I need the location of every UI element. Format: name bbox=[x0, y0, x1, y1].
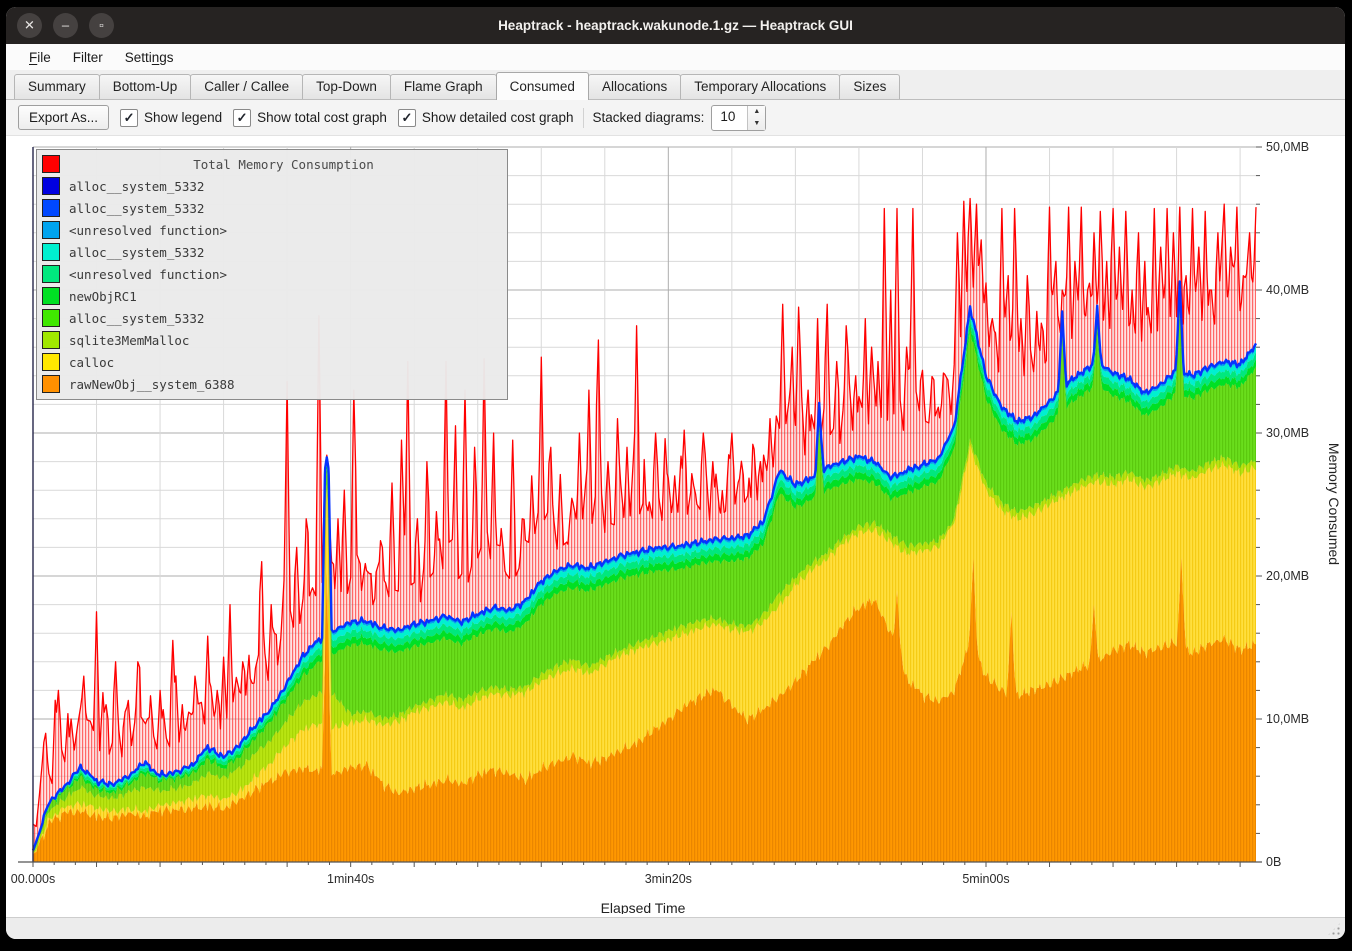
legend-item: alloc__system_5332 bbox=[37, 241, 507, 263]
window-bottom-margin bbox=[6, 917, 1345, 939]
x-tick-label: 1min40s bbox=[327, 872, 374, 886]
tab-allocations[interactable]: Allocations bbox=[587, 74, 682, 99]
legend-swatch bbox=[42, 221, 60, 239]
legend-item: alloc__system_5332 bbox=[37, 197, 507, 219]
legend-swatch bbox=[42, 287, 60, 305]
legend-label: <unresolved function> bbox=[69, 266, 228, 282]
y-tick-label: 10,0MB bbox=[1266, 712, 1309, 726]
consumed-chart-panel: 00.000s 1min40s 3min20s 5min00s 0B 10,0MB 20,0… bbox=[6, 136, 1345, 917]
y-tick-label: 50,0MB bbox=[1266, 140, 1309, 154]
legend-label: alloc__system_5332 bbox=[69, 178, 205, 194]
legend-swatch bbox=[42, 155, 60, 173]
minimize-button[interactable]: – bbox=[53, 13, 78, 38]
toolbar: Export As... ✓ Show legend ✓ Show total cos… bbox=[6, 100, 1345, 136]
legend-label: calloc bbox=[69, 354, 115, 370]
legend-swatch bbox=[42, 309, 60, 327]
legend-item: alloc__system_5332 bbox=[37, 307, 507, 329]
y-tick-label: 40,0MB bbox=[1266, 283, 1309, 297]
chart-legend: Total Memory Consumption alloc__system_53… bbox=[36, 149, 508, 400]
menu-file[interactable]: File bbox=[29, 49, 51, 65]
legend-item: <unresolved function> bbox=[37, 263, 507, 285]
legend-swatch bbox=[42, 177, 60, 195]
menu-filter[interactable]: Filter bbox=[72, 49, 103, 65]
legend-swatch bbox=[42, 265, 60, 283]
stacked-diagrams-value[interactable]: 10 bbox=[720, 108, 736, 124]
legend-label: newObjRC1 bbox=[69, 288, 137, 304]
x-tick-label: 5min00s bbox=[962, 872, 1009, 886]
checkmark-icon: ✓ bbox=[397, 108, 416, 127]
y-tick-label: 0B bbox=[1266, 855, 1281, 869]
x-axis-title: Elapsed Time bbox=[601, 900, 686, 914]
minimize-icon: – bbox=[61, 17, 70, 33]
close-icon: ✕ bbox=[24, 17, 35, 33]
checkmark-icon: ✓ bbox=[120, 108, 139, 127]
export-as-button[interactable]: Export As... bbox=[18, 105, 110, 130]
checkbox-label: Show detailed cost graph bbox=[421, 110, 574, 125]
stacked-diagrams-label: Stacked diagrams: bbox=[592, 110, 705, 125]
maximize-icon: ▫ bbox=[99, 17, 104, 33]
window-controls: ✕ – ▫ bbox=[6, 13, 114, 38]
legend-item: rawNewObj__system_6388 bbox=[37, 373, 507, 395]
checkbox-show-detailed-cost-graph[interactable]: ✓ Show detailed cost graph bbox=[397, 108, 574, 127]
legend-swatch bbox=[42, 331, 60, 349]
legend-swatch bbox=[42, 353, 60, 371]
x-tick-label: 00.000s bbox=[11, 872, 55, 886]
tab-top-down[interactable]: Top-Down bbox=[302, 74, 391, 99]
y-tick-label: 20,0MB bbox=[1266, 569, 1309, 583]
legend-label: alloc__system_5332 bbox=[69, 244, 205, 260]
menu-bar: File Filter Settings bbox=[6, 44, 1345, 70]
legend-swatch bbox=[42, 199, 60, 217]
tab-bar: Summary Bottom-Up Caller / Callee Top-Down F… bbox=[6, 70, 1345, 100]
tab-caller-callee[interactable]: Caller / Callee bbox=[190, 74, 304, 99]
checkbox-show-legend[interactable]: ✓ Show legend bbox=[120, 108, 223, 127]
legend-label: Total Memory Consumption bbox=[193, 156, 374, 172]
resize-grip-icon[interactable] bbox=[1327, 922, 1341, 936]
app-window: ✕ – ▫ Heaptrack - heaptrack.wakunode.1.gz … bbox=[6, 7, 1345, 939]
memory-consumption-chart[interactable]: 00.000s 1min40s 3min20s 5min00s 0B 10,0MB 20,0… bbox=[6, 136, 1343, 914]
title-bar: ✕ – ▫ Heaptrack - heaptrack.wakunode.1.gz … bbox=[6, 7, 1345, 44]
legend-item: calloc bbox=[37, 351, 507, 373]
y-tick-label: 30,0MB bbox=[1266, 426, 1309, 440]
x-tick-label: 3min20s bbox=[645, 872, 692, 886]
tab-consumed[interactable]: Consumed bbox=[495, 72, 589, 100]
stacked-diagrams-stepper[interactable]: 10 ▲ ▼ bbox=[711, 104, 767, 131]
tab-sizes[interactable]: Sizes bbox=[839, 74, 901, 99]
checkbox-label: Show total cost graph bbox=[257, 110, 387, 125]
legend-item: Total Memory Consumption bbox=[37, 153, 507, 175]
legend-label: alloc__system_5332 bbox=[69, 200, 205, 216]
legend-item: alloc__system_5332 bbox=[37, 175, 507, 197]
tab-temporary-allocations[interactable]: Temporary Allocations bbox=[680, 74, 841, 99]
checkbox-show-total-cost-graph[interactable]: ✓ Show total cost graph bbox=[233, 108, 387, 127]
legend-item: newObjRC1 bbox=[37, 285, 507, 307]
maximize-button[interactable]: ▫ bbox=[89, 13, 114, 38]
close-button[interactable]: ✕ bbox=[17, 13, 42, 38]
checkbox-label: Show legend bbox=[144, 110, 223, 125]
legend-swatch bbox=[42, 375, 60, 393]
spin-down-icon[interactable]: ▼ bbox=[753, 120, 761, 127]
menu-settings[interactable]: Settings bbox=[124, 49, 174, 65]
window-title: Heaptrack - heaptrack.wakunode.1.gz — He… bbox=[498, 18, 853, 33]
y-axis-title: Memory Consumed bbox=[1326, 443, 1342, 565]
toolbar-separator bbox=[582, 107, 584, 128]
tab-flame-graph[interactable]: Flame Graph bbox=[389, 74, 497, 99]
legend-item: sqlite3MemMalloc bbox=[37, 329, 507, 351]
tab-summary[interactable]: Summary bbox=[14, 74, 100, 99]
spin-up-icon[interactable]: ▲ bbox=[753, 108, 761, 115]
legend-label: <unresolved function> bbox=[69, 222, 228, 238]
legend-item: <unresolved function> bbox=[37, 219, 507, 241]
legend-label: rawNewObj__system_6388 bbox=[69, 376, 235, 392]
legend-label: alloc__system_5332 bbox=[69, 310, 205, 326]
legend-label: sqlite3MemMalloc bbox=[69, 332, 190, 348]
legend-swatch bbox=[42, 243, 60, 261]
checkmark-icon: ✓ bbox=[233, 108, 252, 127]
tab-bottom-up[interactable]: Bottom-Up bbox=[98, 74, 192, 99]
